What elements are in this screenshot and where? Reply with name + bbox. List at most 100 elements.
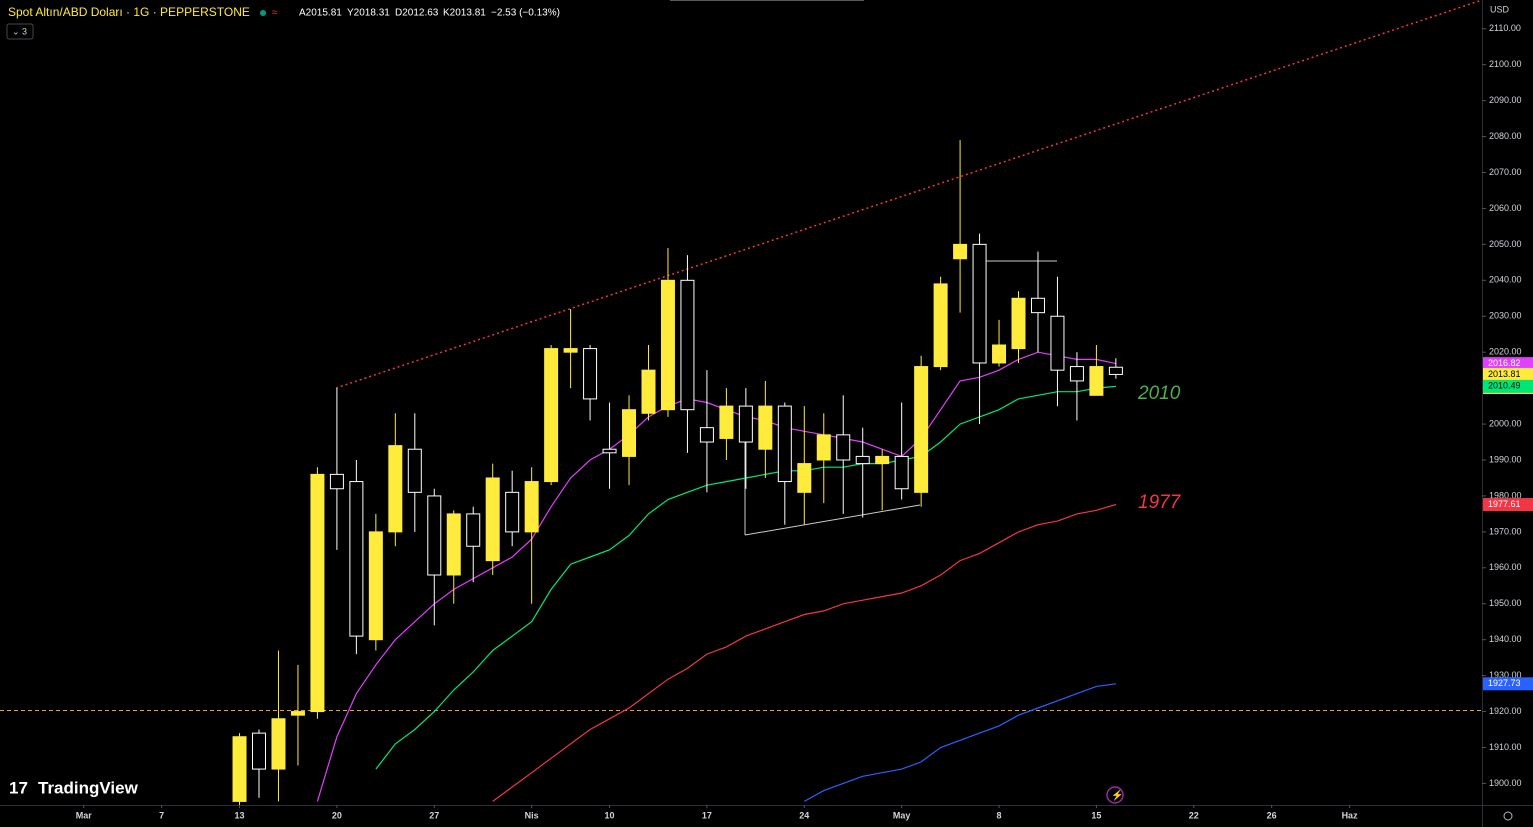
y-tick-label: 2080.00 (1489, 131, 1522, 141)
x-tick-label: 15 (1091, 810, 1101, 820)
candle-body (524, 481, 539, 533)
y-tick-label: 2090.00 (1489, 95, 1522, 105)
price-label-box (1483, 379, 1533, 393)
settings-button[interactable] (1503, 811, 1513, 821)
candle-body (680, 279, 695, 411)
candle-body (310, 473, 325, 713)
y-tick-label: 2100.00 (1489, 59, 1522, 69)
moving-average (492, 503, 1117, 802)
candle-body (699, 427, 714, 443)
moving-average (804, 683, 1116, 802)
status-icon: ≈ (272, 8, 278, 19)
candle-body (777, 405, 792, 483)
y-tick-label: 1900.00 (1489, 778, 1522, 788)
plot-area (232, 140, 1123, 805)
candle-body (855, 455, 870, 465)
symbol-title: Spot Altın/ABD Doları · 1G · PEPPERSTONE (8, 5, 250, 19)
candle-body (719, 405, 734, 439)
candle-body (583, 348, 598, 400)
candle-body (1030, 297, 1045, 314)
y-tick-label: 2070.00 (1489, 167, 1522, 177)
triangle-line (744, 504, 921, 536)
candle-body (1108, 366, 1123, 375)
candle-body (953, 243, 968, 260)
y-tick-label: 2040.00 (1489, 275, 1522, 285)
x-tick-label: 24 (799, 810, 809, 820)
x-tick-label: 26 (1267, 810, 1277, 820)
status-dot (260, 10, 266, 16)
candle-body (232, 736, 247, 802)
candle-body (660, 279, 675, 411)
candle-body (466, 513, 481, 547)
x-tick-label: Nis (525, 810, 539, 820)
candle-body (875, 455, 890, 465)
candle-body (485, 477, 500, 562)
y-tick-label: 2030.00 (1489, 311, 1522, 321)
price-label-box (1483, 498, 1533, 512)
candle-body (758, 405, 773, 450)
y-tick-label: 1990.00 (1489, 454, 1522, 464)
toggle-arrow: ⌄ (12, 26, 20, 36)
candle-body (368, 531, 383, 641)
y-tick-label: 2110.00 (1489, 23, 1521, 33)
x-tick-label: 27 (429, 810, 439, 820)
candle-body (816, 434, 831, 461)
indicator-toggle[interactable] (6, 23, 34, 40)
candle-body (446, 513, 461, 576)
candle-body (933, 283, 948, 368)
candle-body (992, 344, 1007, 364)
candle-body (894, 455, 909, 490)
candle-body (407, 448, 422, 493)
candle-body (271, 718, 286, 770)
brand-logo: 17 (9, 778, 28, 797)
candle-body (622, 409, 637, 457)
candle-body (349, 481, 364, 637)
quote-close: K2013.81 (443, 8, 486, 19)
y-tick-label: 2000.00 (1489, 418, 1522, 428)
candle-body (563, 348, 578, 353)
drawings (0, 0, 1482, 711)
quote-high: Y2018.31 (347, 8, 390, 19)
annotation: 2010 (1137, 383, 1181, 404)
candle-body (427, 495, 442, 576)
x-tick-label: Mar (76, 810, 93, 820)
y-tick-label: 1950.00 (1489, 598, 1522, 608)
candle-body (1011, 297, 1026, 350)
price-label: 2010.49 (1488, 381, 1521, 391)
price-label: 2016.82 (1488, 358, 1521, 368)
x-tick-label: 20 (332, 810, 342, 820)
y-tick-label: 1910.00 (1489, 742, 1522, 752)
candle-body (505, 491, 520, 533)
price-label: 1977.61 (1488, 499, 1521, 509)
trend-line (335, 0, 1482, 389)
candle-body (252, 732, 267, 770)
candle-body (1089, 366, 1104, 396)
candle-body (972, 243, 987, 364)
price-label-box (1483, 357, 1533, 371)
y-tick-label: 1980.00 (1489, 490, 1522, 500)
top-bar (670, 0, 864, 1)
brand[interactable]: TradingView (38, 778, 139, 797)
lightning-button[interactable] (1106, 786, 1124, 804)
quote-open: A2015.81 (299, 8, 342, 19)
candle-body (641, 369, 656, 414)
candle-body (1069, 366, 1084, 382)
y-tick-label: 1940.00 (1489, 634, 1522, 644)
x-tick-label: 22 (1189, 810, 1199, 820)
annotation: 1977 (1138, 492, 1182, 513)
y-tick-label: 2020.00 (1489, 347, 1522, 357)
x-tick-label: 8 (997, 810, 1002, 820)
candle-body (544, 348, 559, 483)
indicator-count: 3 (22, 26, 27, 36)
candle-body (602, 448, 617, 454)
candle-body (914, 366, 929, 493)
price-label: 1927.73 (1488, 678, 1521, 688)
candle-body (836, 434, 851, 461)
y-tick-label: 1960.00 (1489, 562, 1522, 572)
price-label: 2013.81 (1488, 369, 1521, 379)
y-tick-label: 1930.00 (1489, 670, 1522, 680)
currency[interactable]: USD (1490, 4, 1510, 14)
x-tick-label: Haz (1342, 810, 1359, 820)
